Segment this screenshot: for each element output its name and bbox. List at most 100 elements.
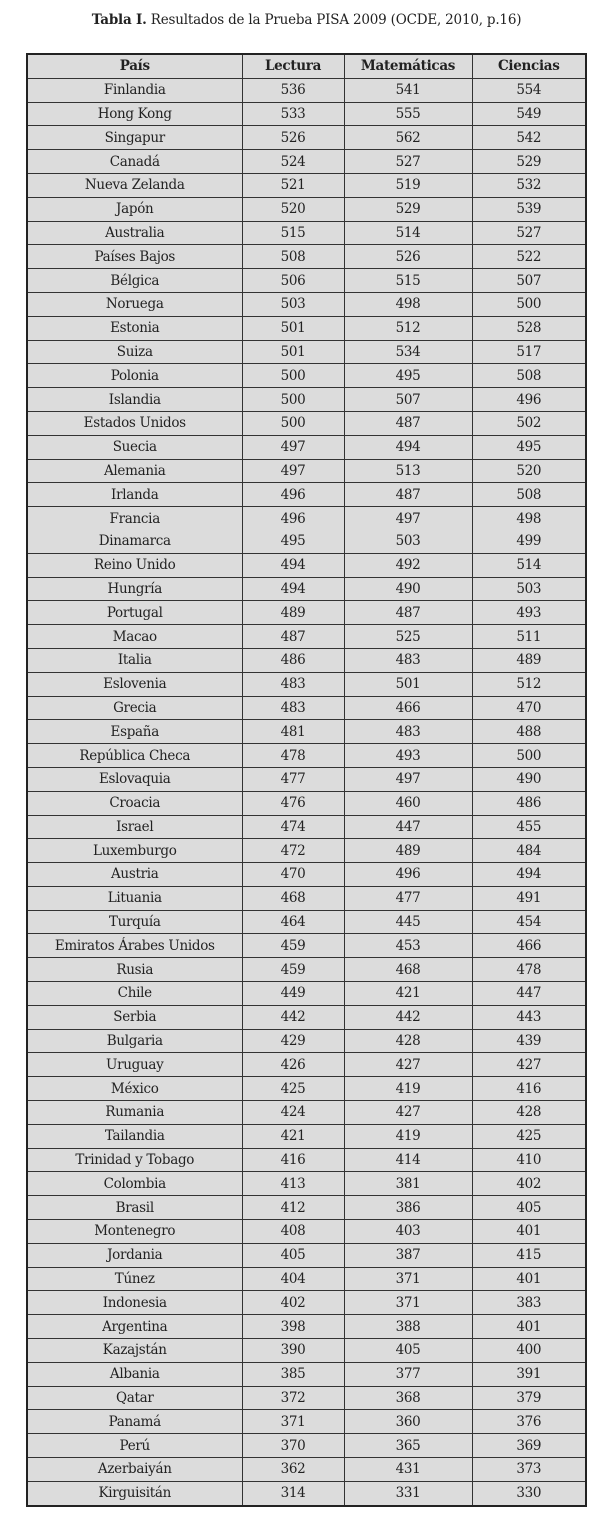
cell-lectura: 524 (241, 149, 345, 174)
cell-lectura: 314 (241, 1480, 345, 1507)
table-row: Turquía 464 445 454 (26, 909, 587, 935)
cell-matematicas: 468 (343, 957, 473, 983)
cell-matematicas: 445 (343, 909, 473, 935)
table-row: Japón 520 529 539 (26, 196, 587, 222)
cell-lectura: 489 (241, 600, 345, 626)
cell-pais: Israel (26, 814, 243, 840)
table-row: Bulgaria 429 428 439 (26, 1028, 587, 1054)
table-row: Chile 449 421 447 (26, 981, 587, 1006)
table-row: México 425 419 416 (26, 1076, 587, 1102)
cell-pais: Chile (26, 981, 243, 1006)
cell-pais: Singapur (26, 125, 243, 151)
header-matematicas: Matemáticas (343, 53, 473, 79)
cell-pais: Eslovenia (26, 671, 243, 697)
cell-pais: Grecia (26, 695, 243, 721)
cell-lectura: 385 (241, 1361, 345, 1387)
table-row: Nueva Zelanda 521 519 532 (26, 172, 587, 198)
cell-ciencias: 401 (471, 1266, 587, 1292)
table-row: Rusia 459 468 478 (26, 957, 587, 983)
cell-pais: Túnez (26, 1266, 243, 1292)
cell-pais: Bélgica (26, 268, 243, 293)
cell-pais: Turquía (26, 909, 243, 935)
cell-pais: Croacia (26, 790, 243, 816)
table-row: Polonia 500 495 508 (26, 363, 587, 389)
table-row: Singapur 526 562 542 (26, 125, 587, 151)
cell-matematicas: 386 (343, 1195, 473, 1221)
cell-lectura: 500 (241, 410, 345, 436)
cell-ciencias: 491 (471, 885, 587, 911)
table-row: Lituania 468 477 491 (26, 885, 587, 911)
cell-matematicas: 427 (343, 1052, 473, 1078)
table-row: Tailandia 421 419 425 (26, 1123, 587, 1149)
cell-ciencias: 401 (471, 1219, 587, 1244)
cell-ciencias: 466 (471, 933, 587, 959)
table-row: Serbia 442 442 443 (26, 1004, 587, 1030)
table-row: Estados Unidos 500 487 502 (26, 410, 587, 436)
cell-pais: Austria (26, 862, 243, 887)
cell-lectura: 494 (241, 552, 345, 578)
cell-ciencias: 514 (471, 552, 587, 578)
cell-ciencias: 379 (471, 1385, 587, 1411)
cell-ciencias: 539 (471, 196, 587, 222)
table-row: Suiza 501 534 517 (26, 339, 587, 365)
cell-matematicas: 526 (343, 244, 473, 270)
cell-matematicas: 489 (343, 838, 473, 864)
cell-matematicas: 427 (343, 1100, 473, 1125)
table-row: Túnez 404 371 401 (26, 1266, 587, 1292)
cell-matematicas: 529 (343, 196, 473, 222)
cell-pais: Estonia (26, 315, 243, 341)
cell-ciencias: 486 (471, 790, 587, 816)
cell-lectura: 495 (241, 529, 345, 554)
cell-lectura: 474 (241, 814, 345, 840)
cell-pais: Kazajstán (26, 1338, 243, 1363)
cell-lectura: 372 (241, 1385, 345, 1411)
cell-lectura: 497 (241, 434, 345, 460)
cell-matematicas: 368 (343, 1385, 473, 1411)
cell-matematicas: 371 (343, 1266, 473, 1292)
cell-lectura: 476 (241, 790, 345, 816)
cell-lectura: 497 (241, 458, 345, 484)
cell-matematicas: 421 (343, 981, 473, 1006)
cell-ciencias: 500 (471, 743, 587, 768)
cell-matematicas: 555 (343, 101, 473, 127)
cell-pais: Indonesia (26, 1290, 243, 1316)
cell-pais: Luxemburgo (26, 838, 243, 864)
cell-ciencias: 383 (471, 1290, 587, 1316)
table-row: Montenegro 408 403 401 (26, 1219, 587, 1244)
cell-lectura: 459 (241, 933, 345, 959)
cell-lectura: 496 (241, 482, 345, 508)
cell-ciencias: 527 (471, 220, 587, 246)
cell-ciencias: 511 (471, 624, 587, 649)
cell-ciencias: 554 (471, 77, 587, 103)
table-row: Kirguisitán 314 331 330 (26, 1480, 587, 1507)
cell-matematicas: 377 (343, 1361, 473, 1387)
cell-lectura: 470 (241, 862, 345, 887)
table-row: Grecia 483 466 470 (26, 695, 587, 721)
cell-pais: Hungría (26, 576, 243, 602)
table-row: Canadá 524 527 529 (26, 149, 587, 174)
cell-matematicas: 405 (343, 1338, 473, 1363)
cell-ciencias: 405 (471, 1195, 587, 1221)
cell-ciencias: 508 (471, 363, 587, 389)
cell-ciencias: 503 (471, 576, 587, 602)
cell-ciencias: 416 (471, 1076, 587, 1102)
table-row: Austria 470 496 494 (26, 862, 587, 887)
cell-lectura: 371 (241, 1409, 345, 1435)
cell-pais: Eslovaquia (26, 766, 243, 792)
table-row: Hungría 494 490 503 (26, 576, 587, 602)
cell-lectura: 449 (241, 981, 345, 1006)
cell-pais: Hong Kong (26, 101, 243, 127)
cell-matematicas: 514 (343, 220, 473, 246)
table-row: Indonesia 402 371 383 (26, 1290, 587, 1316)
cell-matematicas: 365 (343, 1433, 473, 1459)
cell-ciencias: 455 (471, 814, 587, 840)
cell-lectura: 398 (241, 1314, 345, 1340)
cell-matematicas: 525 (343, 624, 473, 649)
cell-matematicas: 381 (343, 1171, 473, 1197)
cell-matematicas: 431 (343, 1457, 473, 1482)
table-body: Finlandia 536 541 554 Hong Kong 533 555 549 Sing… (26, 77, 587, 1507)
table-row: Uruguay 426 427 427 (26, 1052, 587, 1078)
table-row: Luxemburgo 472 489 484 (26, 838, 587, 864)
cell-lectura: 426 (241, 1052, 345, 1078)
cell-lectura: 402 (241, 1290, 345, 1316)
